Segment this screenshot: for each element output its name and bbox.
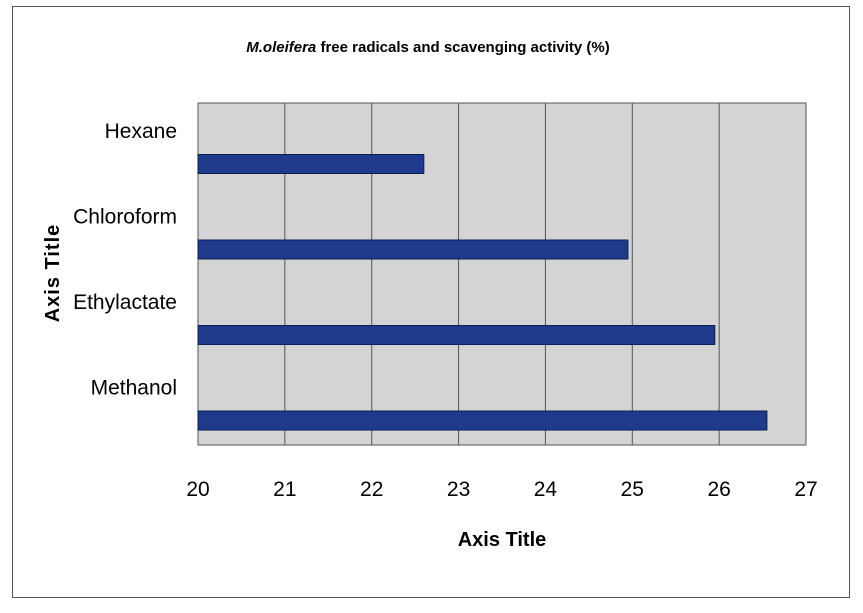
chart-title-rest: free radicals and scavenging activity (%… (316, 39, 609, 56)
x-tick-label: 25 (621, 478, 644, 501)
x-tick-label: 23 (447, 478, 470, 501)
chart-title-italic: M.oleifera (246, 39, 316, 56)
x-tick-labels: 20 21 22 23 24 25 26 27 (186, 478, 817, 501)
bars (197, 154, 768, 431)
y-tick-label: Ethylactate (73, 291, 177, 314)
x-axis-title: Axis Title (458, 529, 547, 551)
y-tick-label: Methanol (91, 376, 177, 399)
chart-title: M.oleifera free radicals and scavenging … (246, 39, 609, 56)
x-tick-label: 21 (273, 478, 296, 501)
bar-methanol (197, 410, 768, 431)
x-tick-label: 22 (360, 478, 383, 501)
y-tick-label: Hexane (105, 120, 177, 143)
x-tick-label: 20 (186, 478, 209, 501)
y-axis-title: Axis Title (42, 224, 64, 323)
bar-hexane (197, 154, 425, 175)
x-tick-label: 26 (707, 478, 730, 501)
y-tick-label: Chloroform (73, 205, 177, 228)
x-tick-label: 24 (534, 478, 558, 501)
bar-ethylactate (197, 325, 716, 346)
y-tick-labels: Hexane Chloroform Ethylactate Methanol (73, 120, 177, 400)
x-tick-label: 27 (794, 478, 817, 501)
bar-chloroform (197, 239, 629, 260)
